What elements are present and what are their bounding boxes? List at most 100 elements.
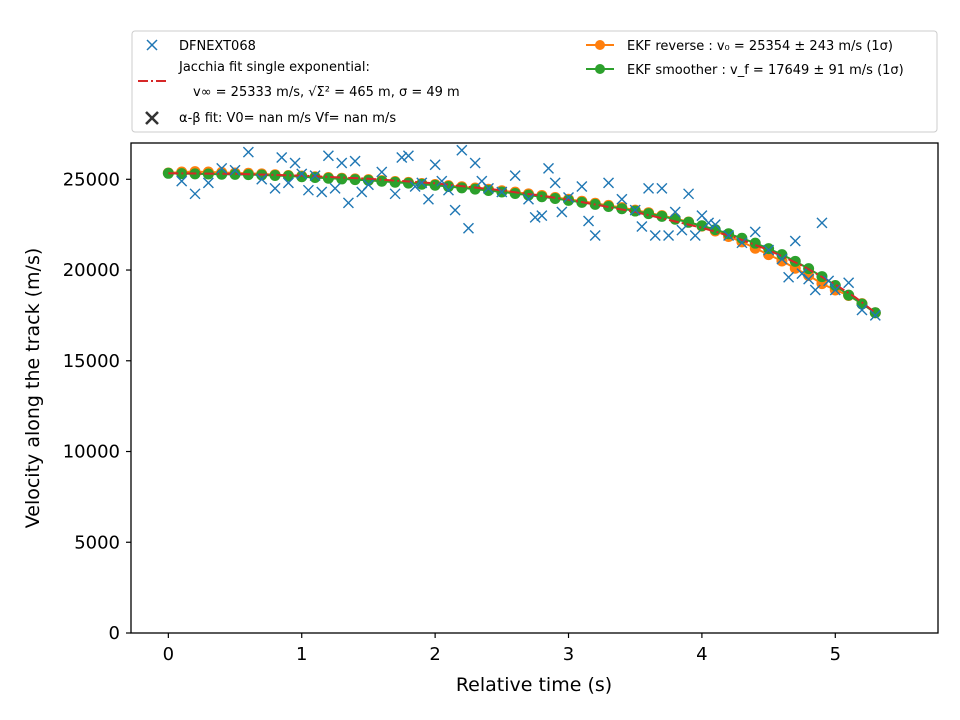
dfn-observation-point [282,177,294,189]
dfn-observation-point [256,173,268,185]
ekf-smoother-point [282,170,294,182]
dfn-observation-point [629,204,641,216]
x-tick-label: 2 [429,644,440,665]
dfn-observation-point [856,304,868,316]
dfn-observation-point [689,230,701,242]
dfn-observation-point [269,182,281,194]
dfn-observation-point [656,182,668,194]
legend-label-ekf-smoother: EKF smoother : v_f = 17649 ± 91 m/s (1σ) [627,63,904,78]
dfn-observation-point [829,284,841,296]
ekf-smoother-point [843,289,855,301]
dfn-observation-point [396,152,408,164]
legend-label-ekf-reverse: EKF reverse : v₀ = 25354 ± 243 m/s (1σ) [627,39,893,54]
dfn-observation-point [176,175,188,187]
dfn-observation-point [603,177,615,189]
dfn-observation-point [216,162,228,174]
ekf-smoother-point [643,208,655,220]
legend-entry-jacchia: Jacchia fit single exponential: v∞ = 253… [138,60,460,100]
dfn-observation-point [242,146,254,158]
y-tick-label: 5000 [74,532,120,553]
dfn-observation-point [309,170,321,182]
ekf-smoother-point [349,174,361,186]
dfn-observation-point [796,268,808,280]
data-layer [162,144,881,321]
dfn-observation-point [536,210,548,222]
dfn-observation-point [549,177,561,189]
dfn-observation-point [462,222,474,234]
legend-circle-marker [595,64,605,74]
legend-entry-ekf-smoother: EKF smoother : v_f = 17649 ± 91 m/s (1σ) [586,63,904,78]
ekf-smoother-point [509,187,521,199]
legend-entry-dfn: DFNEXT068 [146,39,256,54]
dfn-observation-point [409,181,421,193]
dfn-observation-point [589,230,601,242]
dfn-observation-point [616,193,628,205]
dfn-observation-point [316,186,328,198]
dfn-observation-point [469,157,481,169]
dfn-observation-point [429,159,441,171]
dfn-observation-point [496,186,508,198]
dfn-observation-point [663,230,675,242]
dfn-observation-point [202,177,214,189]
dfn-observation-point [442,184,454,196]
dfn-observation-point [789,235,801,247]
ekf-smoother-point [549,193,561,205]
ekf-smoother-point [469,183,481,195]
ekf-smoother-point [309,171,321,183]
dfn-observation-point [189,188,201,200]
dfn-observation-point [322,150,334,162]
dfn-observation-point [576,181,588,193]
x-tick-label: 0 [163,644,174,665]
dfn-observation-point [763,244,775,256]
ekf-smoother-point [389,176,401,188]
ekf-smoother-point [336,173,348,185]
legend-entry-alphabeta: α-β fit: V0= nan m/s Vf= nan m/s [145,111,396,126]
ekf-smoother-point [456,182,468,194]
ekf-smoother-point [322,172,334,184]
legend-box [131,30,938,133]
dfn-observation-point [809,284,821,296]
dfn-observation-point [376,166,388,178]
dfn-observation-point [296,168,308,180]
dfn-observation-point [843,277,855,289]
y-axis-label: Velocity along the track (m/s) [22,248,44,529]
legend-label-jacchia-1: Jacchia fit single exponential: [178,60,370,75]
legend: DFNEXT068 Jacchia fit single exponential… [131,30,938,133]
dfn-observation-point [709,219,721,231]
dfn-observation-point [416,177,428,189]
y-tick-label: 25000 [63,169,120,190]
dfn-observation-point [402,150,414,162]
dfn-observation-point [336,157,348,169]
dfn-observation-point [449,204,461,216]
dfn-observation-point [723,230,735,242]
dfn-observation-point [703,217,715,229]
x-axis-label: Relative time (s) [456,674,612,696]
ekf-smoother-point [603,201,615,213]
jacchia-fit-line [168,172,876,314]
dfn-observation-point [803,273,815,285]
dfn-observation-point [389,188,401,200]
ekf-smoother-point [229,168,241,180]
dfn-observation-point [749,226,761,238]
ekf-smoother-point [522,189,534,201]
dfn-observation-point [289,157,301,169]
dfn-observation-point [422,193,434,205]
dfn-observation-point [783,271,795,283]
dfn-observation-point [523,193,534,205]
ekf-smoother-point [429,179,441,191]
dfn-observation-point [342,197,354,209]
dfn-observation-point [776,253,788,265]
legend-x-marker [146,39,158,51]
ekf-smoother-point [296,171,308,183]
dfn-observation-point [736,237,748,249]
ekf-smoother-point [376,175,388,187]
legend-label-alphabeta: α-β fit: V0= nan m/s Vf= nan m/s [179,111,396,126]
legend-bold-x-marker [145,111,159,125]
dfn-observation-point [529,211,541,223]
y-tick-label: 10000 [63,442,120,463]
y-tick-label: 20000 [63,260,120,281]
dfn-observation-point [683,188,695,200]
dfn-observation-point [676,224,688,236]
dfn-observation-point [649,230,661,242]
